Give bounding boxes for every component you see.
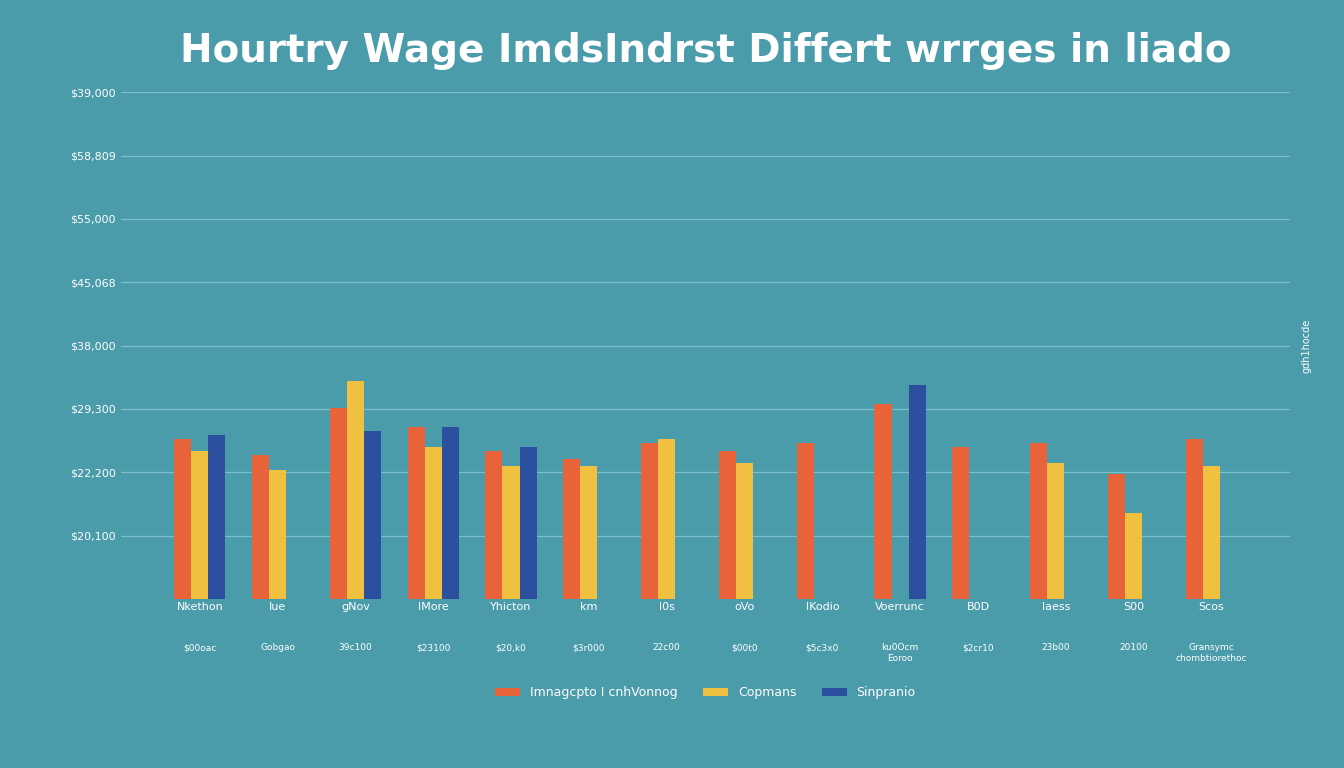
Text: 23b00: 23b00 [1042, 644, 1070, 653]
Title: Hourtry Wage ImdsIndrst Differt wrrges in liado: Hourtry Wage ImdsIndrst Differt wrrges i… [180, 31, 1231, 70]
Bar [1047, 462, 1064, 599]
Bar [953, 447, 969, 599]
Bar [719, 451, 737, 599]
Bar [208, 435, 226, 599]
Bar [329, 408, 347, 599]
Text: 39c100: 39c100 [339, 644, 372, 653]
Bar [1107, 475, 1125, 599]
Bar [269, 470, 286, 599]
Text: $00t0: $00t0 [731, 644, 758, 653]
Bar [520, 447, 536, 599]
Text: Gobgao: Gobgao [261, 644, 296, 653]
Bar [191, 451, 208, 599]
Bar [175, 439, 191, 599]
Bar [485, 451, 503, 599]
Bar [364, 432, 382, 599]
Bar [563, 458, 581, 599]
Bar [909, 385, 926, 599]
Text: ku0Ocm
Eoroo: ku0Ocm Eoroo [882, 644, 919, 663]
Bar [425, 447, 442, 599]
Bar [1203, 466, 1220, 599]
Text: $5c3x0: $5c3x0 [805, 644, 839, 653]
Bar [407, 428, 425, 599]
Text: Gransymc
chombtiorethoc: Gransymc chombtiorethoc [1176, 644, 1247, 663]
Bar [797, 443, 813, 599]
Text: $2cr10: $2cr10 [962, 644, 993, 653]
Bar [875, 404, 891, 599]
Bar [503, 466, 520, 599]
Text: $3r000: $3r000 [573, 644, 605, 653]
Text: $23100: $23100 [417, 644, 450, 653]
Bar [581, 466, 598, 599]
Text: 20100: 20100 [1120, 644, 1148, 653]
Y-axis label: gdh1hocde: gdh1hocde [1301, 319, 1312, 372]
Legend: Imnagcpto I cnhVonnog, Copmans, Sinpranio: Imnagcpto I cnhVonnog, Copmans, Sinprani… [491, 681, 921, 704]
Bar [641, 443, 659, 599]
Bar [442, 428, 458, 599]
Bar [347, 381, 364, 599]
Bar [1185, 439, 1203, 599]
Bar [1125, 513, 1142, 599]
Bar [659, 439, 675, 599]
Bar [737, 462, 753, 599]
Bar [1030, 443, 1047, 599]
Text: 22c00: 22c00 [653, 644, 680, 653]
Text: $20,k0: $20,k0 [496, 644, 527, 653]
Text: $00oac: $00oac [183, 644, 216, 653]
Bar [251, 455, 269, 599]
